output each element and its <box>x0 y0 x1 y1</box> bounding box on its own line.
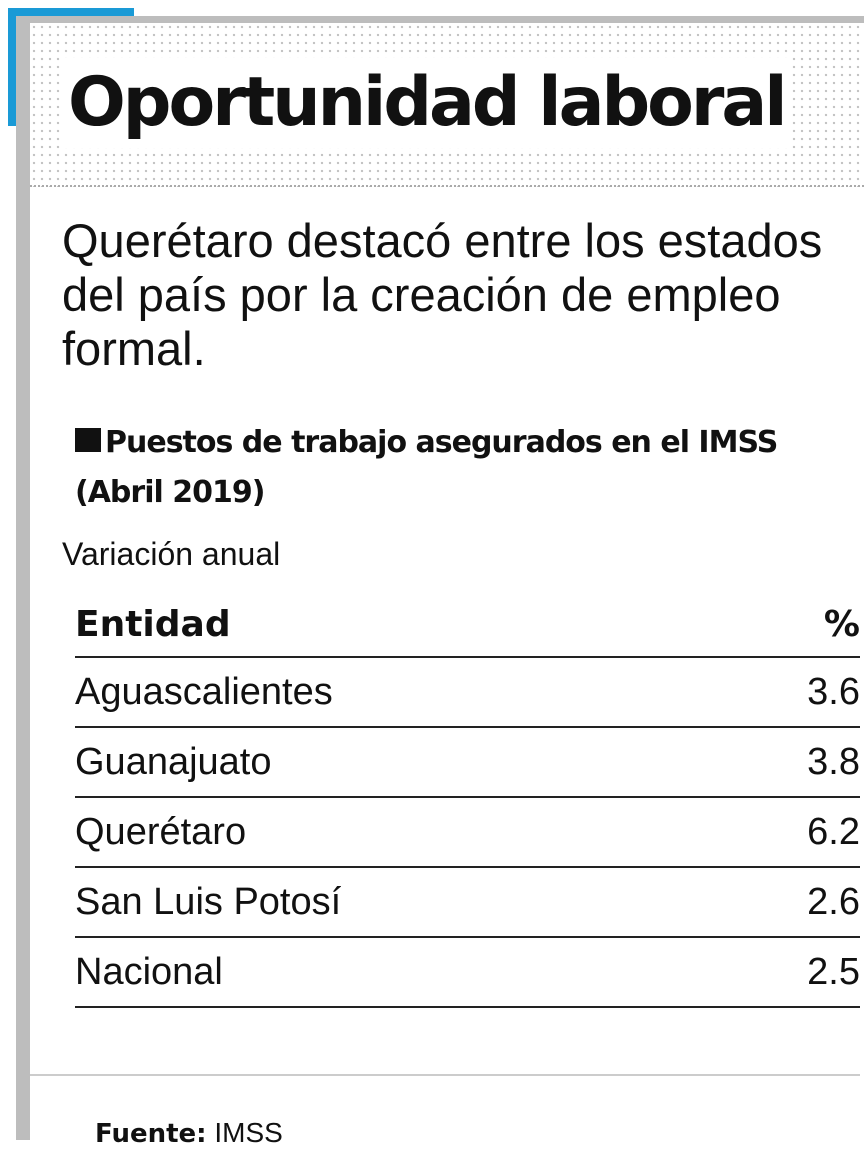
accent-bar <box>8 8 16 126</box>
divider <box>30 1074 860 1076</box>
entity: Querétaro <box>75 797 730 868</box>
table-row: San Luis Potosí 2.6 <box>75 867 860 938</box>
note: Variación anual <box>62 536 281 572</box>
subtitle: Querétaro destacó entre los estados del … <box>62 214 823 375</box>
table-body: Aguascalientes 3.6 Guanajuato 3.8 Querétaro 6… <box>75 657 860 1008</box>
table: Entidad % Aguascalientes 3.6 Guanajuato 3.8… <box>75 592 860 1008</box>
table-row: Querétaro 6.2 <box>75 797 860 868</box>
footer: Fuente: IMSS <box>95 1117 283 1149</box>
section-title: Puestos de trabajo asegurados en el IMSS… <box>75 418 864 518</box>
entity: Guanajuato <box>75 727 730 798</box>
frame-bar <box>16 16 30 1140</box>
source: IMSS <box>214 1117 283 1148</box>
table-row: Guanajuato 3.8 <box>75 727 860 798</box>
accent-bar <box>8 8 134 16</box>
table-row: Aguascalientes 3.6 <box>75 657 860 728</box>
source-label: Fuente: <box>95 1119 207 1149</box>
value: 2.5 <box>729 937 860 1008</box>
value: 2.6 <box>729 867 860 938</box>
column-header: Entidad <box>75 592 730 658</box>
value: 3.6 <box>729 657 860 728</box>
value: 6.2 <box>729 797 860 868</box>
column-header: % <box>729 592 860 658</box>
table-row: Nacional 2.5 <box>75 937 860 1008</box>
frame-bar <box>16 16 864 23</box>
header-row: Entidad % <box>75 592 860 658</box>
entity: San Luis Potosí <box>75 867 730 938</box>
entity: Nacional <box>75 937 730 1008</box>
value: 3.8 <box>729 727 860 798</box>
entity: Aguascalientes <box>75 657 730 728</box>
title: Oportunidad laboral <box>62 58 791 148</box>
